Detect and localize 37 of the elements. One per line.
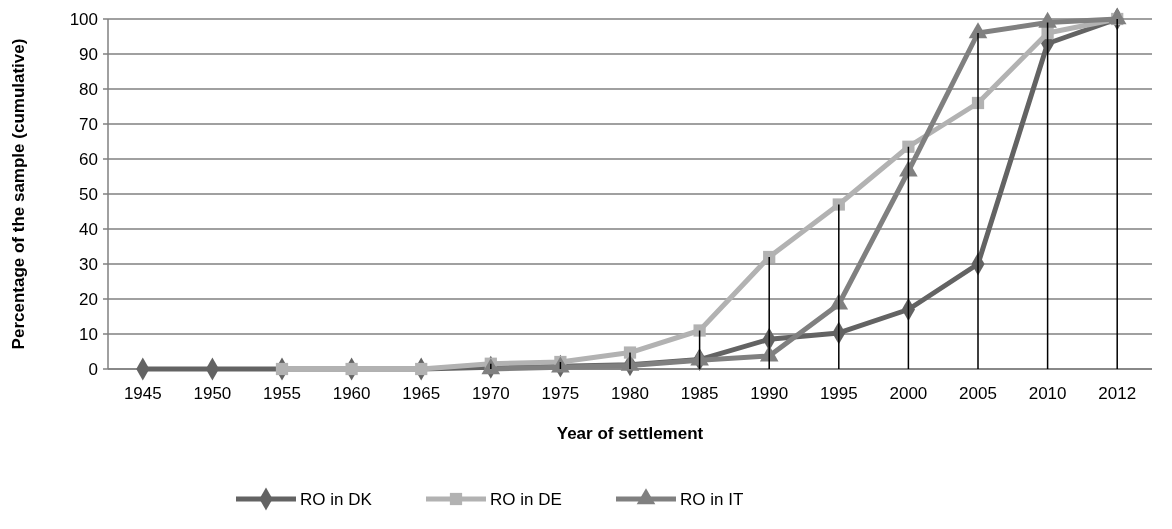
x-tick-label: 2000 [889,384,928,403]
x-tick-label: 2005 [959,384,997,403]
point [832,198,845,211]
y-tick-label: 50 [79,184,98,204]
x-tick-label: 1990 [750,384,789,403]
x-tick-label: 1980 [611,384,649,403]
y-tick-label: 100 [69,9,98,29]
x-tick-label: 1985 [680,384,719,403]
x-tick-label: 1945 [123,384,162,403]
x-tick-label: 2010 [1028,384,1067,403]
x-tick-label: 1960 [332,384,371,403]
legend-label: RO in DK [300,489,373,509]
y-tick-label: 10 [79,324,98,344]
x-tick-label: 1975 [541,384,580,403]
x-axis-title: Year of settlement [556,424,704,443]
y-tick-label: 40 [79,219,98,239]
point [345,362,358,376]
point [275,362,289,376]
y-tick-label: 20 [79,289,98,309]
x-tick-label: 1965 [402,384,441,403]
y-tick-label: 0 [88,359,98,379]
y-tick-label: 60 [79,149,98,169]
x-tick-label: 1950 [193,384,232,403]
legend-label: RO in IT [680,489,744,509]
y-axis-title: Percentage of the sample (cumulative) [9,38,28,350]
x-tick-label: 1970 [471,384,510,403]
y-tick-label: 70 [79,114,98,134]
point [902,140,915,153]
y-tick-label: 80 [79,79,98,99]
x-tick-label: 2012 [1098,384,1137,403]
x-tick-label: 1995 [819,384,858,403]
x-tick-label: 1955 [263,384,301,403]
point [415,362,428,376]
y-tick-label: 90 [79,44,98,64]
point [693,324,706,337]
legend-label: RO in DE [490,489,562,509]
y-tick-label: 30 [79,254,98,274]
